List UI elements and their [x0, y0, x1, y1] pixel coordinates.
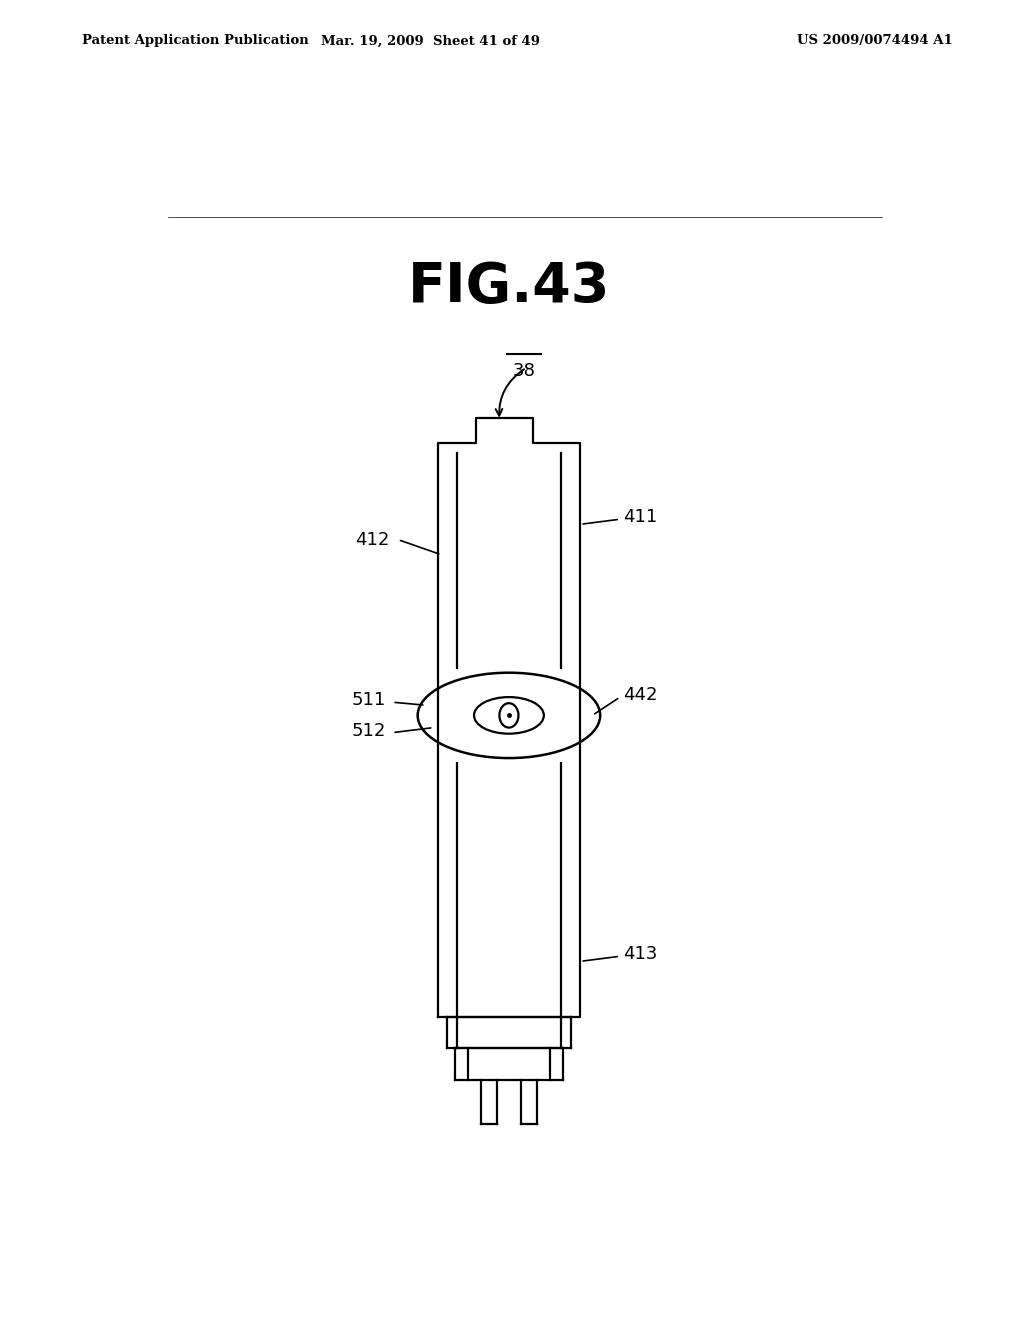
Text: FIG.43: FIG.43: [408, 260, 610, 314]
Text: 442: 442: [624, 686, 657, 704]
Text: 511: 511: [351, 692, 386, 709]
Text: 412: 412: [355, 531, 390, 549]
Text: Mar. 19, 2009  Sheet 41 of 49: Mar. 19, 2009 Sheet 41 of 49: [321, 34, 540, 48]
Text: 512: 512: [351, 722, 386, 739]
Text: 413: 413: [624, 945, 657, 964]
Text: 38: 38: [513, 362, 536, 380]
Text: Patent Application Publication: Patent Application Publication: [82, 34, 308, 48]
Text: US 2009/0074494 A1: US 2009/0074494 A1: [797, 34, 952, 48]
Text: 411: 411: [624, 508, 657, 527]
